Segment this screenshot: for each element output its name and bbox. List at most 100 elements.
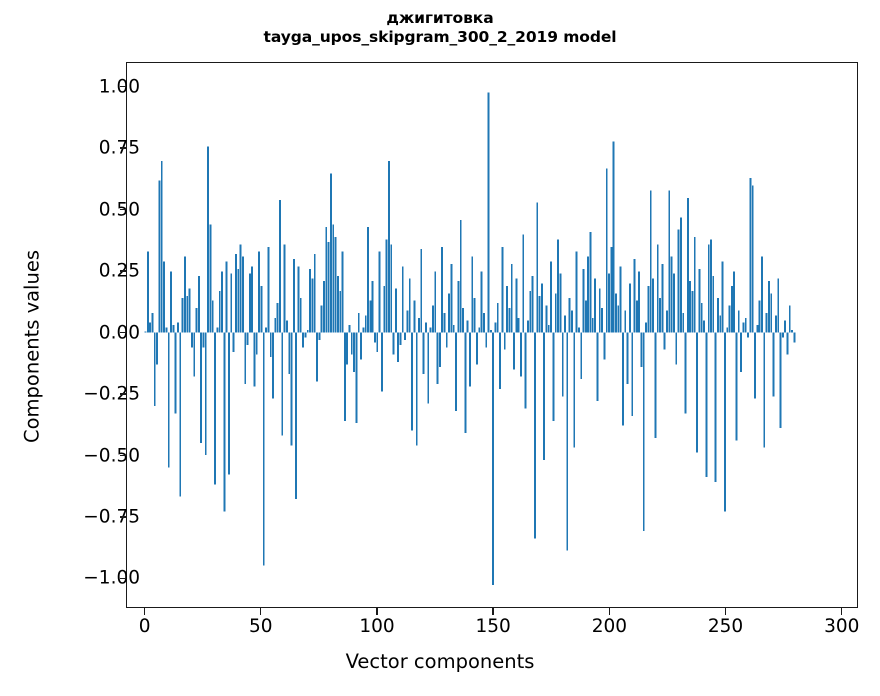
bar — [642, 332, 645, 532]
bar — [406, 310, 409, 333]
bar — [144, 331, 147, 333]
bar — [489, 330, 492, 333]
bar — [682, 312, 685, 333]
bar — [788, 305, 791, 333]
bar — [415, 332, 418, 446]
bar — [304, 332, 307, 338]
bar — [369, 300, 372, 333]
bar — [357, 312, 360, 333]
bar — [374, 332, 376, 343]
x-axis-title: Vector components — [345, 650, 535, 673]
bar — [742, 322, 745, 333]
bar — [774, 315, 777, 333]
bar — [438, 332, 441, 367]
bar — [394, 288, 397, 333]
bar — [668, 190, 671, 333]
bar — [330, 173, 332, 333]
bar — [652, 278, 654, 333]
bar — [684, 332, 687, 414]
bar — [744, 317, 747, 333]
bar — [462, 308, 464, 333]
bar — [165, 327, 168, 333]
bar — [390, 244, 393, 333]
bar — [283, 244, 286, 333]
bar-series-canvas — [144, 92, 796, 585]
bar — [459, 219, 462, 333]
bar — [538, 295, 541, 333]
bar — [469, 332, 471, 387]
bar — [601, 308, 604, 333]
bar — [367, 227, 369, 333]
bar — [763, 332, 766, 448]
bar — [228, 332, 230, 475]
bar — [239, 244, 242, 333]
bar — [160, 161, 163, 333]
bar — [174, 332, 177, 414]
bar — [594, 278, 597, 333]
bar — [216, 327, 219, 333]
bar — [399, 332, 402, 345]
bar — [355, 332, 358, 424]
bar — [288, 332, 291, 375]
x-tick-label: 0 — [138, 616, 151, 637]
bar — [441, 246, 444, 333]
bar — [332, 224, 335, 333]
bar — [710, 239, 712, 333]
bar — [485, 332, 488, 348]
bar — [754, 332, 756, 399]
bar — [737, 310, 740, 333]
bar — [225, 261, 228, 333]
bar — [207, 146, 210, 333]
bar — [784, 320, 787, 333]
bar — [765, 312, 768, 333]
bar — [723, 332, 726, 512]
bar — [325, 227, 328, 333]
bar — [482, 312, 485, 333]
bar — [540, 283, 543, 333]
bar — [631, 332, 634, 416]
bar — [452, 325, 455, 333]
bar — [640, 332, 643, 367]
x-tick-mark — [376, 608, 378, 615]
bar — [429, 327, 432, 333]
bar — [295, 332, 298, 500]
bar — [244, 332, 247, 385]
bar — [341, 251, 344, 333]
bar — [425, 322, 427, 333]
bar — [237, 268, 240, 333]
bar — [638, 271, 641, 333]
bar — [714, 332, 717, 483]
chart-title-line-1: джигитовка — [386, 9, 494, 27]
bar — [420, 249, 423, 333]
bar — [466, 320, 469, 333]
bar — [387, 161, 390, 333]
bar — [712, 276, 715, 333]
bar — [568, 298, 571, 333]
bar — [204, 332, 207, 456]
bar — [656, 244, 659, 333]
bar — [561, 332, 564, 397]
bar — [689, 281, 692, 333]
bar — [603, 332, 606, 360]
bar — [693, 236, 696, 333]
bar — [740, 332, 743, 372]
bar — [781, 332, 784, 338]
bar — [589, 232, 592, 333]
bar — [661, 263, 664, 333]
bar — [786, 332, 789, 355]
bar — [559, 273, 562, 333]
bar — [241, 256, 244, 333]
bar — [362, 327, 365, 333]
bar — [499, 332, 502, 389]
bar — [172, 325, 175, 333]
bar — [480, 271, 483, 333]
bar — [645, 322, 648, 333]
bar — [770, 293, 773, 333]
bar — [587, 256, 590, 333]
bar — [758, 300, 761, 333]
bar — [353, 332, 356, 372]
bar — [153, 332, 156, 407]
bar — [323, 281, 325, 333]
bar — [285, 320, 288, 333]
bar — [309, 268, 312, 333]
